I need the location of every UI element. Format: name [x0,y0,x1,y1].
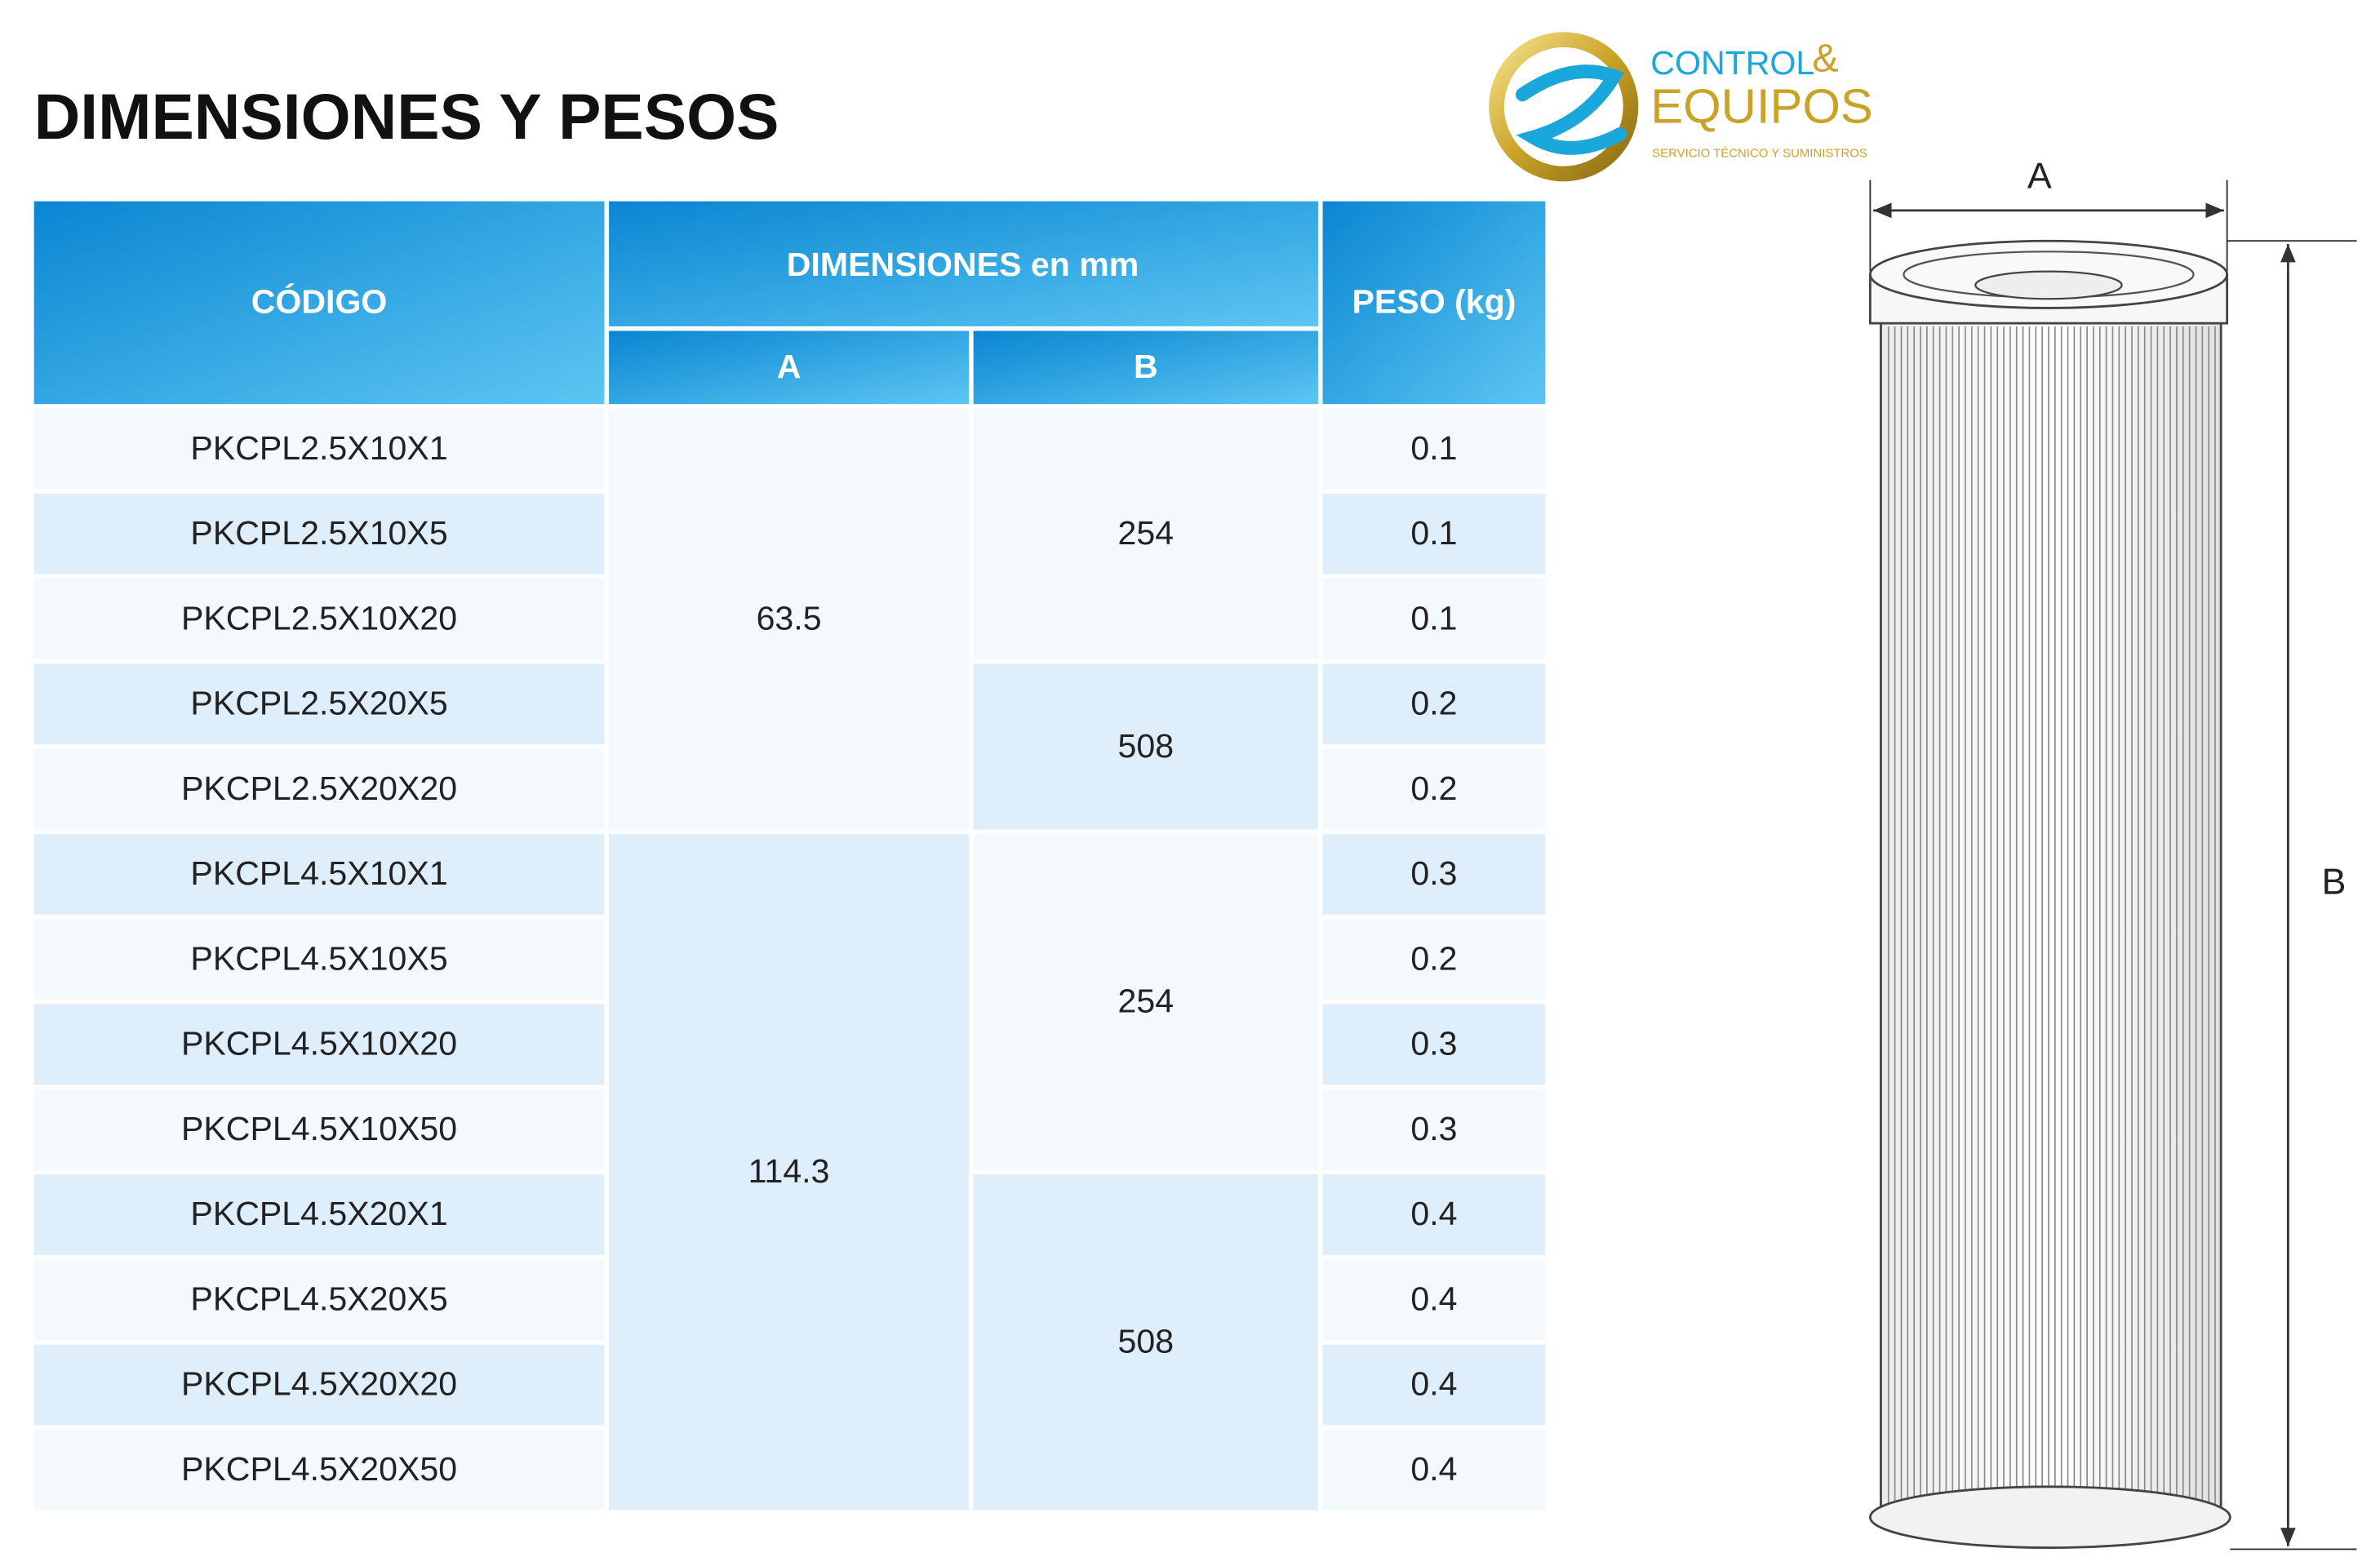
header-cell-bg [609,201,1318,326]
weight-cell-bg [1322,408,1546,490]
a-cell: 63.5 [757,599,822,637]
b-cell-bg [973,1174,1318,1511]
header-cell: DIMENSIONES en mm [787,246,1139,283]
weight-cell: 0.3 [1410,1110,1457,1147]
weight-cell: 0.4 [1410,1365,1457,1403]
dimension-label-b: B [2321,861,2346,903]
weight-cell: 0.2 [1410,770,1457,807]
b-cell: 508 [1118,1323,1174,1360]
weight-cell: 0.3 [1410,1025,1457,1062]
b-cell-bg [973,834,1318,1170]
code-cell-bg [33,1089,605,1170]
weight-cell-bg [1322,494,1546,574]
code-cell: PKCPL4.5X20X1 [190,1195,447,1232]
a-cell: 114.3 [748,1152,830,1190]
code-cell: PKCPL4.5X10X50 [181,1110,457,1147]
weight-cell: 0.1 [1410,599,1457,637]
logo-text: CONTROL [1650,44,1814,82]
code-cell-bg [33,1174,605,1255]
header-cell: PESO (kg) [1352,283,1516,321]
header-cell: B [1134,348,1158,385]
logo: CONTROL & EQUIPOS SERVICIO TÉCNICO Y SUM… [1489,32,1873,182]
b-cell: 254 [1118,514,1174,552]
code-cell-bg [33,1004,605,1085]
header-cell: A [777,348,801,385]
weight-cell: 0.1 [1410,429,1457,467]
header-cell-bg [609,331,970,405]
weight-cell-bg [1322,919,1546,1000]
code-cell: PKCPL2.5X10X1 [190,429,447,467]
weight-cell: 0.2 [1410,939,1457,977]
weight-cell-bg [1322,1089,1546,1170]
weight-cell-bg [1322,1174,1546,1255]
dimension-label-a: A [2027,154,2052,196]
weight-cell-bg [1322,663,1546,745]
code-cell: PKCPL2.5X10X20 [181,599,457,637]
weight-cell-bg [1322,1004,1546,1085]
b-cell: 254 [1118,983,1174,1020]
weight-cell: 0.1 [1410,514,1457,552]
code-cell-bg [33,663,605,745]
code-cell-bg [33,494,605,574]
logo-ring [1489,32,1639,182]
code-cell: PKCPL4.5X20X50 [181,1450,457,1488]
code-cell-bg [33,919,605,1000]
code-cell-bg [33,579,605,659]
code-cell-bg [33,1429,605,1511]
header-cell-bg [33,201,605,405]
weight-cell: 0.4 [1410,1280,1457,1317]
a-cell-bg [609,408,970,830]
weight-cell-bg [1322,748,1546,830]
filter-drawing: A B [1868,154,2357,1550]
code-cell: PKCPL2.5X20X20 [181,770,457,807]
weight-cell-bg [1322,1429,1546,1511]
code-cell: PKCPL4.5X10X1 [190,854,447,892]
weight-cell-bg [1322,1259,1546,1341]
weight-cell: 0.2 [1410,685,1457,722]
b-cell-bg [973,408,1318,659]
logo-tagline: SERVICIO TÉCNICO Y SUMINISTROS [1652,147,1867,161]
a-cell-bg [609,834,970,1511]
weight-cell: 0.4 [1410,1450,1457,1488]
weight-cell: 0.3 [1410,854,1457,892]
page-title: DIMENSIONES Y PESOS [34,81,779,153]
code-cell: PKCPL4.5X20X20 [181,1365,457,1403]
table: CÓDIGO DIMENSIONES en mm A B PESO (kg) PKCPL2… [33,201,1546,1511]
filter-bottom-cap [1868,1485,2231,1549]
weight-cell-bg [1322,834,1546,915]
code-cell: PKCPL4.5X10X20 [181,1025,457,1062]
logo-swirl [1515,64,1627,155]
weight-cell-bg [1322,579,1546,659]
code-cell: PKCPL4.5X20X5 [190,1280,447,1317]
b-cell-bg [973,663,1318,830]
code-cell: PKCPL2.5X10X5 [190,514,447,552]
code-cell-bg [33,408,605,490]
weight-cell: 0.4 [1410,1195,1457,1232]
filter-core [1974,270,2123,300]
code-cell-bg [33,748,605,830]
logo-text: EQUIPOS [1650,78,1872,133]
code-cell: PKCPL2.5X20X5 [190,685,447,722]
header-cell-bg [1322,201,1546,405]
b-cell: 508 [1118,727,1174,765]
header-cell: CÓDIGO [251,283,388,321]
header-cell-bg [973,331,1318,405]
logo-amp: & [1812,37,1838,81]
code-cell-bg [33,1344,605,1426]
code-cell: PKCPL4.5X10X5 [190,939,447,977]
code-cell-bg [33,834,605,915]
weight-cell-bg [1322,1344,1546,1426]
code-cell-bg [33,1259,605,1341]
